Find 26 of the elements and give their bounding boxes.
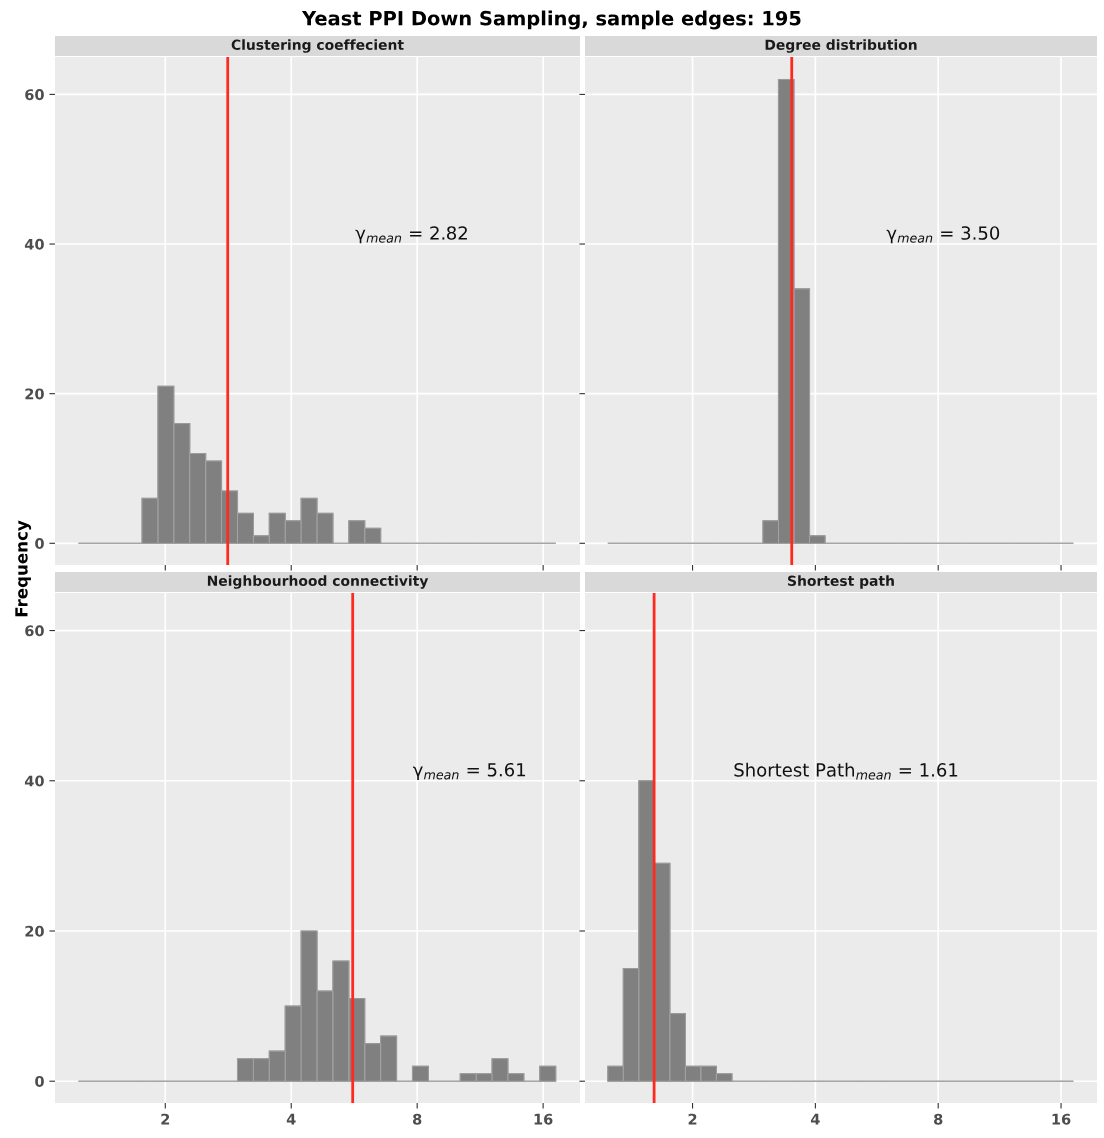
x-tick-label: 4 xyxy=(810,1113,820,1125)
chart-subtitle: Shortest path xyxy=(788,575,894,589)
x-tick-label: 16 xyxy=(534,1113,553,1125)
chart-subtitle: Clustering coeffecient xyxy=(231,39,404,53)
x-tick-label: 8 xyxy=(413,1113,422,1125)
y-tick-label: 20 xyxy=(25,925,44,937)
y-tick-label: 60 xyxy=(25,625,44,637)
x-tick-label: 8 xyxy=(934,1113,943,1125)
annotation: Shortest Path$_{mean}$ = 1.61 xyxy=(734,762,958,780)
y-tick-label: 20 xyxy=(25,388,44,400)
y-tick-label: 0 xyxy=(35,538,44,550)
annotation: γ$_{mean}$ = 5.61 xyxy=(412,762,526,781)
x-tick-label: 2 xyxy=(688,1113,697,1125)
x-tick-label: 4 xyxy=(286,1113,296,1125)
y-tick-label: 40 xyxy=(24,775,44,787)
annotation: γ$_{mean}$ = 3.50 xyxy=(886,226,1000,244)
chart-title: Yeast PPI Down Sampling, sample edges: 195 xyxy=(301,10,801,30)
y-tick-label: 0 xyxy=(35,1075,44,1087)
y-axis-title: Frequency xyxy=(15,520,32,617)
x-tick-label: 16 xyxy=(1052,1113,1071,1125)
annotation: γ$_{mean}$ = 2.82 xyxy=(355,226,467,244)
chart-subtitle: Neighbourhood connectivity xyxy=(207,575,429,589)
x-tick-label: 2 xyxy=(161,1113,170,1125)
chart-subtitle: Degree distribution xyxy=(765,39,917,53)
y-tick-label: 60 xyxy=(25,89,44,101)
y-tick-label: 40 xyxy=(24,238,44,250)
